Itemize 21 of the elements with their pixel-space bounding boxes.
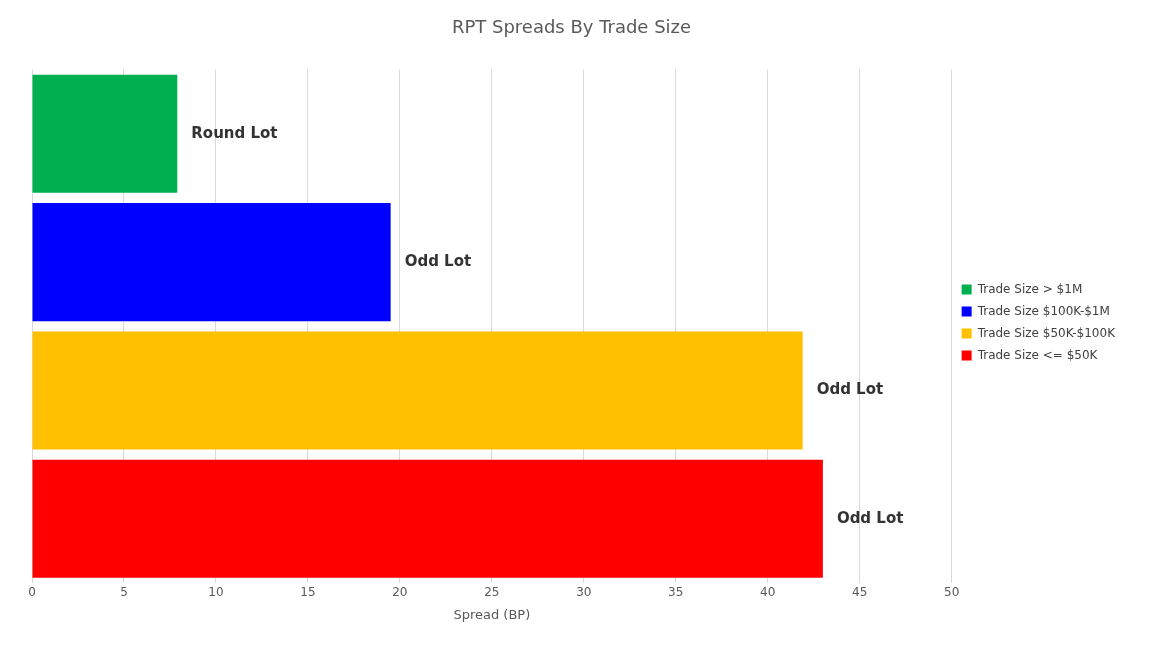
legend-label: Trade Size $50K-$100K [976, 325, 1117, 340]
data-label: Odd Lot [816, 380, 884, 399]
x-tick-label: 20 [392, 585, 408, 600]
x-tick-label: 50 [943, 585, 960, 600]
x-tick-label: 25 [484, 585, 500, 600]
legend-label: Trade Size > $1M [976, 281, 1083, 296]
data-label: Round Lot [191, 123, 278, 142]
x-tick-label: 10 [208, 585, 224, 600]
data-label: Odd Lot [404, 252, 472, 271]
data-label: Odd Lot [836, 508, 904, 527]
x-tick-label: 15 [300, 585, 316, 600]
legend-label: Trade Size <= $50K [976, 347, 1099, 362]
legend-label: Trade Size $100K-$1M [976, 303, 1110, 318]
x-tick-label: 5 [120, 585, 128, 600]
x-tick-label: 35 [668, 585, 684, 600]
chart-title: RPT Spreads By Trade Size [451, 16, 692, 38]
x-tick-label: 30 [576, 585, 592, 600]
x-tick-label: 45 [852, 585, 868, 600]
x-tick-label: 0 [28, 585, 36, 600]
x-axis-title: Spread (BP) [453, 606, 531, 622]
x-tick-label: 40 [760, 585, 776, 600]
